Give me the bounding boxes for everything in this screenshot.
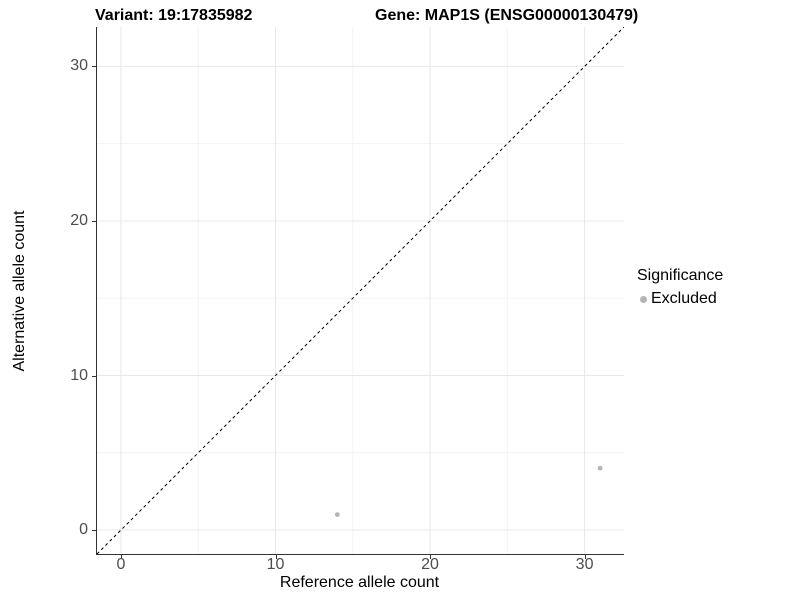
x-tick-mark xyxy=(275,555,277,559)
legend-dot-icon xyxy=(640,295,647,303)
data-point xyxy=(334,512,340,517)
x-tick-label: 10 xyxy=(266,556,285,573)
plot-panel xyxy=(96,27,624,555)
y-tick-label: 0 xyxy=(79,521,88,539)
y-tick-label: 10 xyxy=(70,366,88,384)
y-tick-label: 30 xyxy=(70,57,88,75)
x-tick-label: 0 xyxy=(116,556,126,573)
identity-line xyxy=(97,27,624,554)
legend: Significance Excluded xyxy=(637,267,723,308)
y-tick-label: 20 xyxy=(70,211,88,229)
data-point xyxy=(597,465,603,471)
x-tick-label: 20 xyxy=(421,556,439,573)
legend-title: Significance xyxy=(637,267,724,284)
y-axis-title-wrap: Alternative allele count xyxy=(10,27,30,554)
legend-item-excluded: Excluded xyxy=(637,290,723,308)
y-tick-mark xyxy=(92,66,96,68)
x-tick-mark xyxy=(120,555,122,559)
plot-canvas xyxy=(97,27,624,554)
x-tick-mark xyxy=(584,555,586,559)
y-tick-mark xyxy=(92,530,96,532)
y-tick-mark xyxy=(92,375,96,377)
legend-item-label: Excluded xyxy=(651,290,717,307)
plot-title-gene: Gene: MAP1S (ENSG00000130479) xyxy=(375,7,639,24)
plot-title-variant: Variant: 19:17835982 xyxy=(95,7,253,24)
y-tick-mark xyxy=(92,220,96,222)
x-tick-mark xyxy=(430,555,432,559)
x-axis-title: Reference allele count xyxy=(279,574,440,591)
y-axis-title: Alternative allele count xyxy=(11,210,28,371)
x-tick-label: 30 xyxy=(575,556,594,573)
